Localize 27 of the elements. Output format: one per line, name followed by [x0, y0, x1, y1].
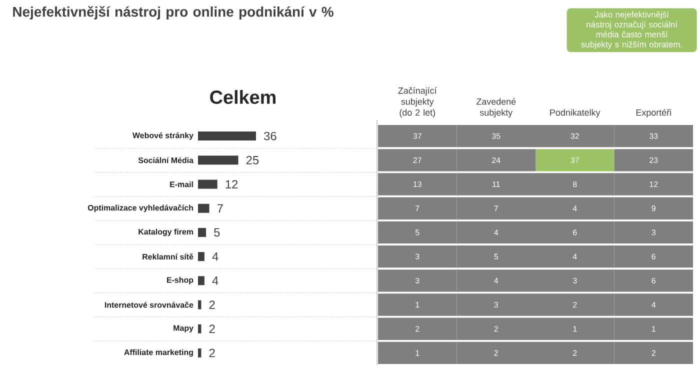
bar	[198, 276, 204, 286]
bar	[198, 180, 218, 189]
data-label: 12	[226, 180, 238, 188]
x-tick-label: Exportéři	[636, 109, 671, 118]
bar	[198, 348, 202, 358]
bar	[198, 156, 238, 165]
x-tick-label: Podnikatelky	[550, 109, 600, 118]
chart-subtitle: Celkem	[210, 90, 276, 104]
data-label: 4	[212, 276, 218, 285]
bar	[198, 204, 210, 213]
data-label: 2	[209, 324, 215, 334]
data-label: 36	[264, 132, 276, 140]
data-label: 2	[209, 300, 215, 309]
data-label: 7	[217, 204, 223, 212]
data-label: 25	[246, 156, 259, 164]
data-label: 5	[214, 228, 220, 237]
bar	[198, 228, 206, 237]
x-tick-label: Zavedené subjekty	[476, 98, 516, 118]
data-label: 2	[209, 348, 215, 358]
bar	[198, 324, 202, 334]
x-tick-label: Začínající subjekty (do 2 let)	[398, 87, 437, 118]
text: Jako nejefektivnější nástroj označují sociální média často menší subjekty s nižším obratem.	[581, 11, 682, 50]
bar	[198, 300, 202, 310]
bar	[198, 132, 256, 141]
data-label: 4	[212, 252, 218, 261]
bar	[198, 252, 204, 262]
chart-title: Nejefektivnější nástroj pro online podnikání v %	[13, 6, 334, 20]
